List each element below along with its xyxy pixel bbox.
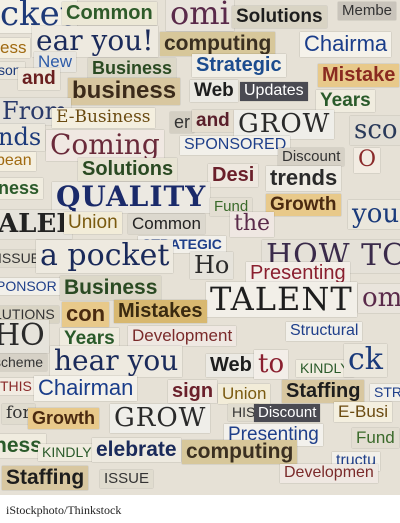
clipping: Common bbox=[62, 2, 157, 25]
clipping: computing bbox=[182, 440, 298, 464]
clipping: Chairman bbox=[34, 376, 138, 401]
clipping: Developmen bbox=[280, 464, 378, 483]
clipping: KINDLY bbox=[296, 360, 354, 377]
clipping: ess bbox=[0, 38, 31, 58]
clipping: Web bbox=[190, 80, 238, 102]
clipping: Structural bbox=[286, 322, 363, 341]
clipping: Fund bbox=[210, 198, 253, 216]
photo-credit: iStockphoto/Thinkstock bbox=[6, 503, 122, 517]
clipping: HIS bbox=[228, 404, 260, 421]
clipping: Growth bbox=[28, 408, 99, 429]
clipping: GROW bbox=[234, 110, 335, 139]
clipping: Desi bbox=[208, 164, 259, 187]
newspaper-clippings-collage: cket Common omi Solutions Membe ess ear … bbox=[0, 0, 400, 495]
clipping: HO bbox=[0, 320, 49, 353]
clipping: Discount bbox=[278, 148, 345, 166]
clipping: om bbox=[358, 284, 400, 313]
clipping: TALENT bbox=[206, 282, 357, 317]
clipping: ISSUE bbox=[0, 250, 45, 267]
clipping: QUALITY bbox=[52, 182, 211, 213]
clipping: LUTIONS bbox=[0, 306, 59, 323]
clipping: Business bbox=[88, 58, 177, 79]
clipping: Union bbox=[64, 212, 122, 234]
clipping: Mistakes bbox=[114, 300, 207, 323]
clipping: Union bbox=[218, 384, 271, 404]
clipping: ear you! bbox=[32, 26, 158, 57]
clipping: elebrate bbox=[92, 438, 181, 462]
clipping: Solutions bbox=[232, 6, 327, 28]
clipping: Updates bbox=[240, 82, 308, 101]
clipping: Staffing bbox=[2, 466, 89, 490]
clipping: ness bbox=[0, 178, 44, 199]
clipping: SPONSORED bbox=[180, 136, 291, 155]
clipping: Membe bbox=[338, 2, 397, 20]
clipping: and bbox=[18, 68, 60, 90]
clipping: you bbox=[348, 200, 400, 229]
clipping: and bbox=[192, 110, 234, 132]
clipping: Ho bbox=[190, 252, 234, 279]
clipping: GROW bbox=[110, 404, 211, 433]
clipping: hear you bbox=[50, 346, 183, 377]
clipping: business bbox=[68, 78, 181, 105]
clipping: E-Busi bbox=[334, 402, 393, 422]
clipping: bean bbox=[0, 152, 36, 171]
clipping: PONSOR bbox=[0, 278, 61, 295]
clipping: ck bbox=[344, 344, 387, 377]
clipping: THIS bbox=[0, 378, 36, 395]
clipping: Coming bbox=[46, 130, 164, 161]
clipping: trends bbox=[266, 166, 342, 191]
clipping: computing bbox=[160, 32, 276, 56]
clipping: scheme bbox=[0, 354, 48, 371]
clipping: Chairma bbox=[300, 32, 392, 57]
clipping: nds bbox=[0, 124, 46, 151]
clipping: sign bbox=[168, 380, 218, 403]
clipping: a pocket bbox=[36, 240, 174, 273]
clipping: STR bbox=[370, 384, 400, 401]
clipping: Growth bbox=[266, 194, 341, 216]
clipping: Web bbox=[206, 354, 256, 377]
clipping: New bbox=[34, 52, 77, 72]
clipping: the bbox=[230, 212, 275, 237]
clipping: Fund bbox=[352, 428, 399, 448]
clipping: O bbox=[354, 148, 381, 173]
clipping: ALEI bbox=[0, 210, 73, 239]
clipping: KINDLY bbox=[38, 444, 96, 461]
clipping: E-Business bbox=[52, 108, 155, 128]
clipping: Strategic bbox=[192, 54, 286, 77]
clipping: Common bbox=[128, 214, 205, 234]
clipping: er bbox=[170, 112, 195, 133]
clipping: ISSUE bbox=[100, 470, 154, 488]
clipping: Presenting bbox=[246, 262, 350, 285]
clipping: Staffing bbox=[282, 380, 365, 403]
clipping: omi bbox=[166, 0, 234, 31]
clipping: Discount bbox=[254, 404, 321, 422]
clipping: Years bbox=[60, 328, 119, 350]
clipping: Development bbox=[128, 326, 237, 346]
clipping: for bbox=[2, 404, 35, 424]
clipping: Business bbox=[60, 276, 162, 300]
clipping: Mistake bbox=[318, 64, 400, 87]
clipping: Years bbox=[316, 90, 375, 112]
clipping: con bbox=[62, 302, 110, 327]
clipping: sco bbox=[350, 116, 400, 145]
clipping: to bbox=[254, 350, 289, 379]
clipping: Solutions bbox=[78, 158, 178, 181]
